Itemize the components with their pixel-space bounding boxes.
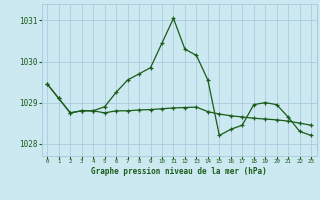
X-axis label: Graphe pression niveau de la mer (hPa): Graphe pression niveau de la mer (hPa) xyxy=(91,167,267,176)
